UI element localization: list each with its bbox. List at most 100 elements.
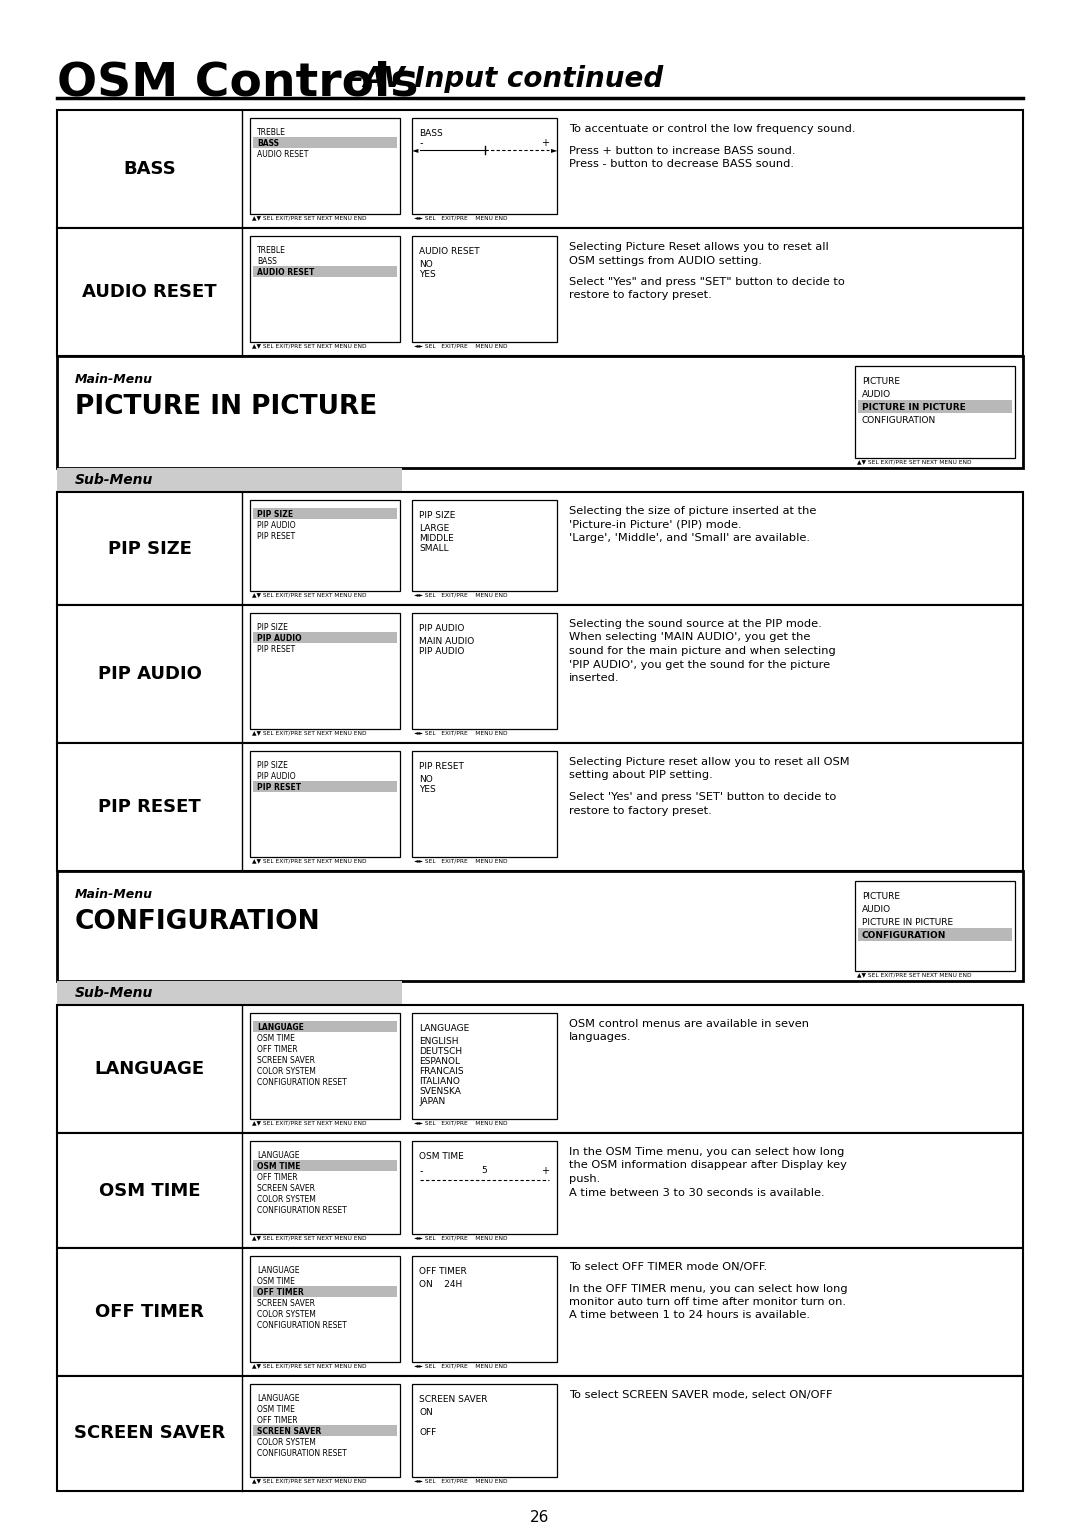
Text: PIP RESET: PIP RESET bbox=[257, 645, 295, 654]
Text: PICTURE: PICTURE bbox=[862, 377, 900, 387]
Bar bbox=[253, 633, 397, 643]
Text: Selecting the sound source at the PIP mode.: Selecting the sound source at the PIP mo… bbox=[569, 619, 822, 630]
Bar bbox=[57, 981, 402, 1005]
Text: OSM settings from AUDIO setting.: OSM settings from AUDIO setting. bbox=[569, 255, 762, 266]
Text: PICTURE: PICTURE bbox=[862, 892, 900, 902]
Text: SCREEN SAVER: SCREEN SAVER bbox=[257, 1184, 315, 1193]
Text: When selecting 'MAIN AUDIO', you get the: When selecting 'MAIN AUDIO', you get the bbox=[569, 633, 810, 642]
Text: PIP SIZE: PIP SIZE bbox=[419, 510, 456, 520]
Text: -: - bbox=[420, 138, 423, 148]
Text: TREBLE: TREBLE bbox=[257, 246, 286, 255]
Text: PICTURE IN PICTURE: PICTURE IN PICTURE bbox=[862, 403, 966, 413]
Bar bbox=[249, 613, 400, 729]
Text: BASS: BASS bbox=[257, 257, 276, 266]
Bar bbox=[249, 1141, 400, 1235]
Bar bbox=[253, 1426, 397, 1436]
Text: To accentuate or control the low frequency sound.: To accentuate or control the low frequen… bbox=[569, 124, 855, 134]
Text: ◄► SEL   EXIT/PRE    MENU END: ◄► SEL EXIT/PRE MENU END bbox=[414, 593, 508, 597]
Text: AUDIO RESET: AUDIO RESET bbox=[257, 267, 314, 277]
Text: DEUTSCH: DEUTSCH bbox=[419, 1047, 462, 1056]
Bar bbox=[57, 468, 402, 492]
Bar bbox=[249, 118, 400, 214]
Text: 'Picture-in Picture' (PIP) mode.: 'Picture-in Picture' (PIP) mode. bbox=[569, 520, 742, 530]
Text: PIP RESET: PIP RESET bbox=[257, 532, 295, 541]
Bar bbox=[411, 1141, 557, 1235]
Text: Sub-Menu: Sub-Menu bbox=[75, 986, 153, 999]
Bar bbox=[249, 235, 400, 342]
Text: OSM Controls: OSM Controls bbox=[57, 60, 419, 105]
Bar bbox=[253, 1021, 397, 1031]
Text: OFF TIMER: OFF TIMER bbox=[95, 1303, 204, 1322]
Text: LARGE: LARGE bbox=[419, 524, 449, 533]
Text: OSM TIME: OSM TIME bbox=[257, 1161, 300, 1170]
Bar bbox=[57, 1132, 1023, 1248]
Bar bbox=[253, 1160, 397, 1170]
Text: ▲▼ SEL EXIT/PRE SET NEXT MENU END: ▲▼ SEL EXIT/PRE SET NEXT MENU END bbox=[252, 859, 366, 863]
Text: 26: 26 bbox=[530, 1510, 550, 1525]
Text: MIDDLE: MIDDLE bbox=[419, 533, 454, 542]
Text: LANGUAGE: LANGUAGE bbox=[419, 1024, 469, 1033]
Text: BASS: BASS bbox=[257, 139, 279, 148]
Text: Press + button to increase BASS sound.: Press + button to increase BASS sound. bbox=[569, 145, 796, 156]
Text: A time between 1 to 24 hours is available.: A time between 1 to 24 hours is availabl… bbox=[569, 1311, 810, 1320]
Text: OSM TIME: OSM TIME bbox=[98, 1181, 200, 1199]
Text: ENGLISH: ENGLISH bbox=[419, 1038, 459, 1047]
Text: 'PIP AUDIO', you get the sound for the picture: 'PIP AUDIO', you get the sound for the p… bbox=[569, 660, 831, 669]
Text: PIP AUDIO: PIP AUDIO bbox=[257, 521, 296, 530]
Text: OSM TIME: OSM TIME bbox=[257, 1034, 295, 1044]
Bar bbox=[249, 750, 400, 857]
Text: PIP AUDIO: PIP AUDIO bbox=[419, 623, 464, 633]
Text: ►: ► bbox=[551, 145, 557, 154]
Text: ▲▼ SEL EXIT/PRE SET NEXT MENU END: ▲▼ SEL EXIT/PRE SET NEXT MENU END bbox=[252, 593, 366, 597]
Text: LANGUAGE: LANGUAGE bbox=[257, 1394, 299, 1403]
Text: languages.: languages. bbox=[569, 1033, 632, 1042]
Bar bbox=[253, 781, 397, 792]
Text: CONFIGURATION: CONFIGURATION bbox=[75, 909, 321, 935]
Text: setting about PIP setting.: setting about PIP setting. bbox=[569, 770, 713, 781]
Text: sound for the main picture and when selecting: sound for the main picture and when sele… bbox=[569, 646, 836, 656]
Text: PIP RESET: PIP RESET bbox=[419, 762, 464, 772]
Text: Sub-Menu: Sub-Menu bbox=[75, 474, 153, 487]
Text: Selecting Picture reset allow you to reset all OSM: Selecting Picture reset allow you to res… bbox=[569, 756, 850, 767]
Bar bbox=[411, 500, 557, 591]
Text: SCREEN SAVER: SCREEN SAVER bbox=[73, 1424, 225, 1442]
Bar bbox=[57, 1248, 1023, 1377]
Text: MAIN AUDIO: MAIN AUDIO bbox=[419, 637, 474, 646]
Text: YES: YES bbox=[419, 785, 435, 795]
Text: PIP SIZE: PIP SIZE bbox=[257, 623, 288, 633]
Text: AUDIO: AUDIO bbox=[862, 905, 891, 914]
Text: ▲▼ SEL EXIT/PRE SET NEXT MENU END: ▲▼ SEL EXIT/PRE SET NEXT MENU END bbox=[858, 460, 972, 465]
Text: OFF TIMER: OFF TIMER bbox=[257, 1045, 298, 1054]
Text: ◄► SEL   EXIT/PRE    MENU END: ◄► SEL EXIT/PRE MENU END bbox=[414, 859, 508, 863]
Text: PIP RESET: PIP RESET bbox=[257, 782, 301, 792]
Bar bbox=[411, 1256, 557, 1361]
Bar bbox=[249, 1013, 400, 1118]
Bar bbox=[253, 507, 397, 520]
Text: PICTURE IN PICTURE: PICTURE IN PICTURE bbox=[862, 918, 954, 927]
Text: push.: push. bbox=[569, 1174, 600, 1184]
Text: ▲▼ SEL EXIT/PRE SET NEXT MENU END: ▲▼ SEL EXIT/PRE SET NEXT MENU END bbox=[252, 1479, 366, 1484]
Text: ▲▼ SEL EXIT/PRE SET NEXT MENU END: ▲▼ SEL EXIT/PRE SET NEXT MENU END bbox=[252, 1363, 366, 1369]
Text: COLOR SYSTEM: COLOR SYSTEM bbox=[257, 1438, 315, 1447]
Text: JAPAN: JAPAN bbox=[419, 1097, 445, 1106]
Text: LANGUAGE: LANGUAGE bbox=[257, 1024, 303, 1031]
Text: ◄► SEL   EXIT/PRE    MENU END: ◄► SEL EXIT/PRE MENU END bbox=[414, 1236, 508, 1241]
Text: CONFIGURATION RESET: CONFIGURATION RESET bbox=[257, 1322, 347, 1329]
Bar bbox=[411, 235, 557, 342]
Text: PIP SIZE: PIP SIZE bbox=[257, 761, 288, 770]
Bar bbox=[411, 1384, 557, 1478]
Text: ▲▼ SEL EXIT/PRE SET NEXT MENU END: ▲▼ SEL EXIT/PRE SET NEXT MENU END bbox=[252, 1120, 366, 1126]
Text: TREBLE: TREBLE bbox=[257, 128, 286, 138]
Text: OFF TIMER: OFF TIMER bbox=[257, 1174, 298, 1183]
Bar bbox=[253, 138, 397, 148]
Text: ▲▼ SEL EXIT/PRE SET NEXT MENU END: ▲▼ SEL EXIT/PRE SET NEXT MENU END bbox=[252, 344, 366, 348]
Text: PIP SIZE: PIP SIZE bbox=[108, 539, 191, 558]
Text: AUDIO RESET: AUDIO RESET bbox=[419, 248, 480, 257]
Text: Select 'Yes' and press 'SET' button to decide to: Select 'Yes' and press 'SET' button to d… bbox=[569, 792, 836, 802]
Text: PIP AUDIO: PIP AUDIO bbox=[97, 665, 202, 683]
Text: CONFIGURATION RESET: CONFIGURATION RESET bbox=[257, 1449, 347, 1458]
Text: OSM TIME: OSM TIME bbox=[419, 1152, 463, 1161]
Text: AUDIO RESET: AUDIO RESET bbox=[257, 150, 309, 159]
Text: OFF: OFF bbox=[419, 1429, 436, 1436]
Text: BASS: BASS bbox=[419, 128, 443, 138]
